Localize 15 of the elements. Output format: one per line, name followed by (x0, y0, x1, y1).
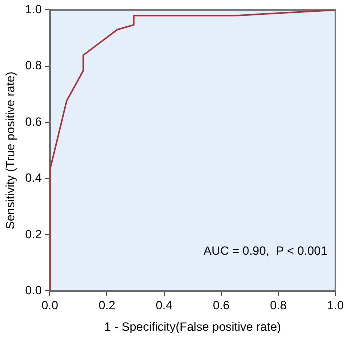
x-tick-label: 1.0 (327, 298, 344, 313)
y-tick-label: 0.4 (25, 171, 42, 186)
y-tick-label: 1.0 (25, 2, 42, 17)
x-tick-label: 0.8 (270, 298, 288, 313)
y-tick-label: 0.2 (25, 227, 42, 242)
annotation: AUC = 0.90, P < 0.001 (204, 244, 328, 258)
x-tick-label: 0.0 (42, 298, 59, 313)
y-tick-label: 0.6 (25, 114, 42, 129)
y-tick-label: 0.8 (25, 58, 42, 73)
x-tick-label: 0.2 (98, 298, 116, 313)
x-tick-label: 0.4 (156, 298, 173, 313)
x-axis-title: 1 - Specificity(False positive rate) (104, 320, 282, 334)
y-axis-title: Sensitivity (True positive rate) (4, 72, 18, 230)
x-tick-label: 0.6 (213, 298, 230, 313)
y-tick-label: 0.0 (25, 284, 42, 298)
